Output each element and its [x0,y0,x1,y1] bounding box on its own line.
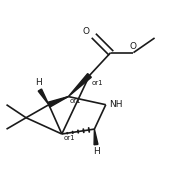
Polygon shape [94,129,98,145]
Polygon shape [38,89,49,105]
Text: H: H [93,147,99,156]
Text: O: O [130,42,137,51]
Polygon shape [48,97,68,107]
Text: or1: or1 [70,98,82,104]
Text: or1: or1 [91,80,103,86]
Text: O: O [83,26,90,36]
Text: NH: NH [109,100,123,109]
Polygon shape [68,74,91,97]
Text: H: H [35,78,42,87]
Text: or1: or1 [63,135,75,141]
